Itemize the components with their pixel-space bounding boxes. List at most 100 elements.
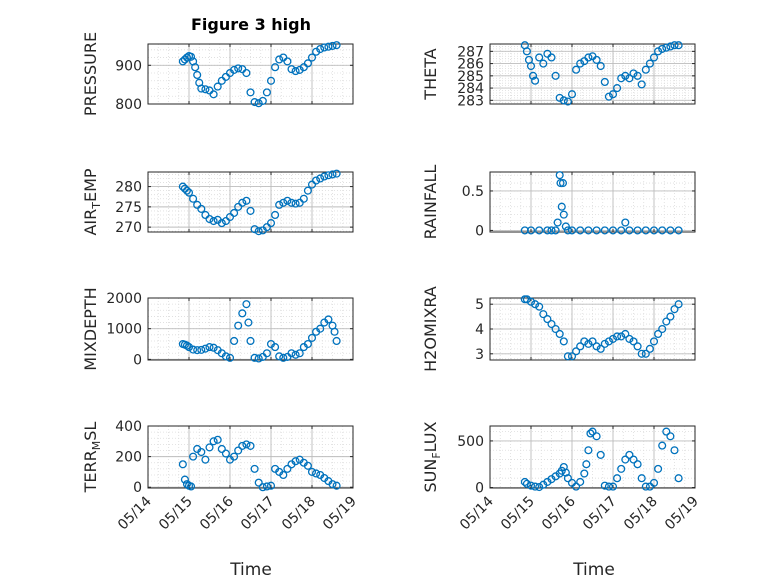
data-point bbox=[182, 480, 192, 489]
data-point bbox=[600, 226, 609, 235]
data-point bbox=[625, 334, 634, 343]
data-point bbox=[275, 352, 284, 361]
data-point bbox=[645, 482, 654, 491]
axes-box bbox=[147, 171, 354, 233]
data-point bbox=[230, 336, 239, 346]
data-point bbox=[205, 343, 214, 352]
data-point bbox=[617, 226, 626, 235]
data-point bbox=[242, 196, 251, 205]
y-tick-label: 2000 bbox=[106, 291, 142, 307]
data-point bbox=[244, 318, 253, 327]
data-point bbox=[658, 226, 667, 235]
data-point bbox=[526, 481, 536, 490]
data-point bbox=[271, 63, 280, 72]
y-axis-label-suffix: EMP bbox=[81, 168, 100, 202]
data-point bbox=[316, 324, 325, 333]
data-point bbox=[230, 452, 239, 461]
data-point bbox=[246, 206, 255, 215]
x-tick-label: 05/18 bbox=[621, 494, 661, 534]
data-point bbox=[283, 57, 292, 66]
data-point bbox=[547, 226, 556, 235]
data-point bbox=[555, 171, 564, 180]
data-point bbox=[645, 59, 654, 68]
data-point bbox=[205, 443, 214, 452]
data-point bbox=[641, 349, 650, 358]
data-point bbox=[563, 352, 572, 361]
data-point bbox=[576, 477, 585, 486]
data-point bbox=[287, 349, 296, 358]
y-tick-label: 0 bbox=[475, 481, 484, 497]
y-tick-label: 0 bbox=[133, 352, 142, 368]
data-point bbox=[522, 295, 531, 304]
data-point bbox=[189, 452, 198, 461]
data-point bbox=[283, 196, 292, 205]
data-point bbox=[559, 210, 568, 219]
data-point bbox=[250, 464, 259, 473]
y-tick-label: 0.5 bbox=[462, 184, 484, 200]
data-point bbox=[182, 341, 192, 350]
data-point bbox=[617, 74, 626, 83]
data-point bbox=[649, 53, 659, 62]
data-point bbox=[580, 337, 589, 346]
data-point bbox=[295, 349, 304, 358]
data-point bbox=[250, 353, 259, 362]
data-point bbox=[246, 441, 255, 450]
x-tick-label: 05/16 bbox=[539, 493, 579, 533]
data-point bbox=[580, 469, 589, 478]
y-axis-label: SUNFLUX bbox=[421, 421, 443, 492]
data-point bbox=[254, 478, 263, 487]
data-point bbox=[670, 305, 679, 314]
data-point bbox=[332, 481, 341, 490]
y-axis-label-main: SUN bbox=[421, 459, 440, 493]
data-point bbox=[567, 352, 577, 361]
data-point bbox=[303, 339, 312, 349]
data-point bbox=[613, 474, 622, 483]
data-point bbox=[558, 179, 568, 188]
figure-title: Figure 3 high bbox=[191, 15, 311, 34]
data-point bbox=[242, 68, 251, 78]
data-point bbox=[588, 337, 597, 346]
data-point bbox=[197, 345, 206, 354]
x-tick-label: 05/14 bbox=[457, 493, 497, 533]
data-point bbox=[666, 432, 675, 441]
data-point bbox=[197, 204, 206, 213]
data-point bbox=[271, 210, 280, 220]
data-point bbox=[654, 329, 663, 339]
data-point bbox=[191, 63, 200, 72]
subplot-pressure: 800 900 PRESSURE bbox=[81, 32, 354, 116]
data-point bbox=[271, 343, 280, 352]
subplot-h2omixra: 3 4 5 H2OMIXRA bbox=[421, 286, 696, 372]
data-point bbox=[563, 97, 572, 106]
x-tick-label: 05/18 bbox=[279, 494, 319, 534]
data-point bbox=[637, 80, 646, 89]
data-point bbox=[662, 317, 671, 326]
x-tick-label: 05/19 bbox=[320, 494, 360, 534]
data-point bbox=[563, 474, 572, 483]
data-point bbox=[230, 208, 239, 217]
data-point bbox=[201, 344, 210, 353]
data-point bbox=[225, 212, 235, 222]
data-point bbox=[613, 84, 622, 93]
data-point bbox=[189, 194, 198, 203]
data-point bbox=[320, 43, 329, 52]
data-point bbox=[291, 67, 300, 76]
data-point bbox=[291, 199, 300, 208]
x-tick-label: 05/17 bbox=[580, 494, 620, 534]
data-point bbox=[596, 450, 605, 459]
data-point bbox=[328, 480, 337, 489]
data-point bbox=[238, 198, 247, 207]
y-axis-label-main: TERR bbox=[81, 450, 100, 493]
data-point bbox=[674, 300, 683, 309]
data-point bbox=[658, 324, 667, 334]
subplot-air_temp: 270 275 280 AIRTEMP bbox=[81, 168, 354, 236]
axes-box bbox=[489, 43, 696, 105]
data-point bbox=[600, 339, 609, 348]
y-tick-label: 270 bbox=[115, 220, 142, 236]
y-axis-label-main: PRESSURE bbox=[81, 32, 100, 116]
data-point bbox=[608, 226, 618, 235]
data-point bbox=[572, 65, 581, 74]
data-point bbox=[531, 300, 540, 309]
data-point bbox=[637, 474, 646, 483]
data-point bbox=[258, 483, 267, 492]
